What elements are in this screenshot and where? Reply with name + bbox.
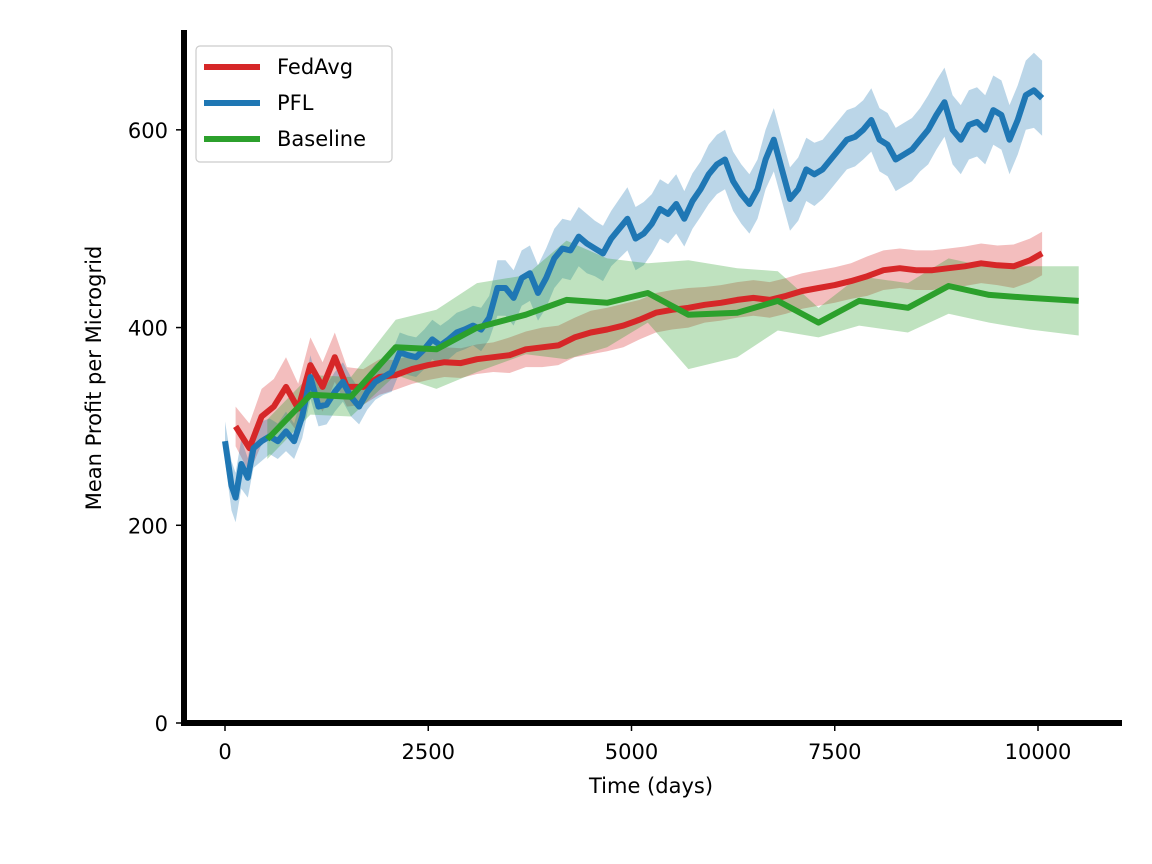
axes <box>181 30 1122 726</box>
x-axis-label: Time (days) <box>588 774 713 798</box>
legend-frame <box>195 45 393 163</box>
x-tick-label: 7500 <box>808 740 861 764</box>
x-tick-label: 0 <box>218 740 231 764</box>
legend: FedAvg PFL Baseline <box>195 45 393 163</box>
legend-baseline-label: Baseline <box>277 127 366 151</box>
x-tick-label: 10000 <box>1005 740 1072 764</box>
legend-fedavg-label: FedAvg <box>277 55 353 79</box>
y-tick-label: 600 <box>128 119 168 143</box>
x-tick-label: 2500 <box>402 740 455 764</box>
series-baseline-line <box>265 283 1079 442</box>
y-tick-label: 0 <box>155 712 168 736</box>
series-fedavg-band <box>235 231 1043 473</box>
y-axis-label: Mean Profit per Microgrid <box>82 246 106 511</box>
series-baseline-band <box>267 240 1079 459</box>
y-tick-label: 400 <box>128 317 168 341</box>
confidence-bands <box>225 52 1079 523</box>
y-tick-label: 200 <box>128 514 168 538</box>
x-ticks: 0 2500 5000 7500 10000 <box>218 723 1071 764</box>
series-pfl-band <box>225 52 1043 523</box>
series-fedavg-line <box>233 250 1044 452</box>
series-lines <box>222 87 1079 501</box>
legend-pfl-label: PFL <box>277 91 314 115</box>
x-tick-label: 5000 <box>605 740 658 764</box>
y-ticks: 0 200 400 600 <box>128 119 184 736</box>
